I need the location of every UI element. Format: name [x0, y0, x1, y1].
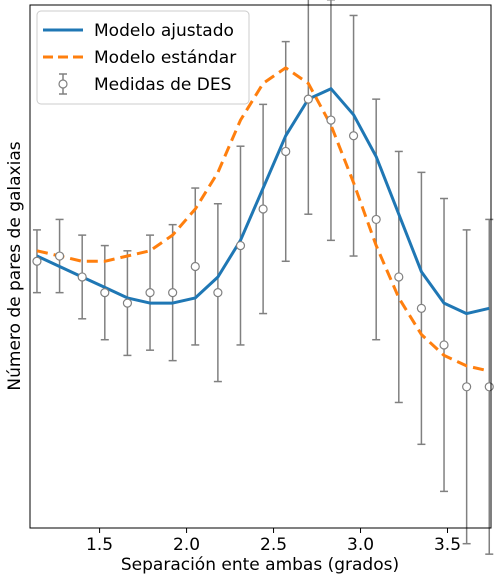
measurement-point-9 — [235, 240, 246, 251]
y-axis-label: Número de pares de galaxias — [5, 141, 25, 390]
series-line-0 — [36, 87, 490, 316]
series-line-1 — [36, 66, 490, 373]
x-tick-label-3: 3.0 — [347, 535, 374, 555]
measurement-point-5 — [145, 288, 155, 298]
measurement-point-18 — [439, 340, 449, 350]
measurement-point-19 — [462, 382, 472, 392]
measurement-point-20 — [484, 382, 494, 392]
measurement-point-6 — [168, 288, 178, 298]
measurement-point-4 — [122, 298, 133, 308]
legend: Modelo ajustado Modelo estándar Medidas … — [36, 10, 250, 105]
measurement-point-1 — [54, 251, 65, 261]
x-axis: 1.5 2.0 2.5 3.0 3.5 — [86, 528, 461, 555]
legend-box — [36, 10, 250, 105]
measurement-point-12 — [303, 94, 313, 104]
measurement-point-11 — [281, 146, 291, 157]
measurement-point-13 — [326, 115, 336, 125]
plot-area — [32, 0, 494, 555]
x-axis-label: Separación ente ambas (grados) — [121, 555, 399, 575]
legend-marker-medidas — [58, 79, 68, 89]
measurement-point-7 — [190, 261, 200, 272]
legend-label-medidas: Medidas de DES — [94, 75, 231, 95]
x-tick-label-4: 3.5 — [434, 535, 461, 555]
measurement-point-15 — [371, 214, 381, 225]
x-tick-label-0: 1.5 — [86, 535, 113, 555]
measurement-point-17 — [416, 303, 427, 313]
x-tick-label-2: 2.5 — [260, 535, 287, 555]
measurement-point-3 — [100, 288, 110, 298]
x-tick-label-1: 2.0 — [173, 535, 200, 555]
measurement-point-8 — [213, 288, 223, 298]
measurement-point-16 — [394, 272, 404, 282]
legend-label-modelo-ajustado: Modelo ajustado — [94, 21, 234, 41]
plot-frame — [29, 4, 492, 529]
measurement-point-0 — [32, 256, 42, 266]
measurement-point-2 — [77, 272, 87, 282]
legend-label-modelo-estandar: Modelo estándar — [94, 48, 236, 68]
measurement-point-14 — [348, 131, 359, 141]
measurement-point-10 — [258, 204, 268, 214]
